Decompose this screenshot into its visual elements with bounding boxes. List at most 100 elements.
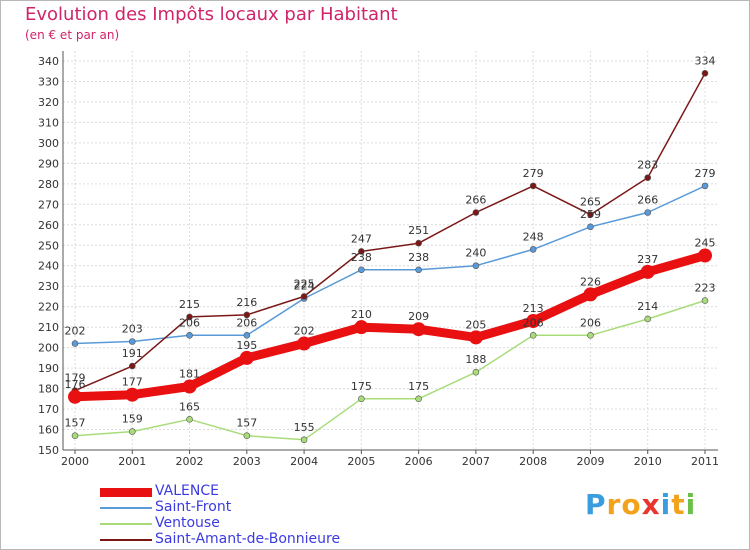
data-label: 206 (580, 316, 601, 329)
x-tick-label: 2010 (634, 455, 662, 468)
data-label: 238 (408, 251, 429, 264)
data-label: 157 (65, 417, 86, 430)
logo-letter: i (685, 488, 697, 521)
data-point (239, 350, 254, 365)
data-point (529, 246, 537, 253)
data-label: 206 (523, 316, 544, 329)
data-label: 165 (179, 400, 200, 413)
legend-swatch (100, 523, 152, 525)
data-label: 251 (408, 224, 429, 237)
data-point (587, 332, 594, 339)
y-tick-label: 160 (38, 424, 59, 437)
series-line-saint-front (74, 185, 706, 345)
data-label: 279 (695, 167, 716, 180)
y-tick-label: 330 (38, 75, 59, 88)
data-point (587, 223, 594, 231)
legend-label: VALENCE (155, 483, 219, 499)
x-tick-label: 2005 (347, 455, 375, 468)
data-point (186, 415, 193, 423)
y-tick-label: 180 (38, 383, 59, 396)
data-point (71, 432, 79, 439)
data-label: 202 (65, 325, 86, 338)
data-point (587, 211, 594, 218)
data-label: 266 (465, 194, 486, 207)
data-label: 206 (179, 316, 200, 329)
data-point (68, 389, 82, 404)
y-tick-label: 300 (38, 137, 59, 150)
data-point (644, 315, 652, 323)
legend-swatch (100, 507, 152, 509)
y-tick-label: 150 (38, 444, 59, 457)
data-label: 265 (580, 196, 601, 209)
data-label: 238 (351, 251, 372, 264)
data-point (186, 313, 193, 321)
series-line-saint-amant-de-bonnieure (74, 72, 706, 392)
data-label: 157 (236, 417, 257, 430)
data-label: 259 (580, 208, 601, 221)
data-label: 181 (179, 368, 200, 381)
data-point (358, 395, 365, 403)
y-tick-label: 260 (38, 219, 59, 232)
y-tick-label: 280 (38, 178, 59, 191)
data-label: 266 (637, 194, 658, 207)
y-tick-label: 200 (38, 342, 59, 355)
data-point (300, 436, 308, 444)
data-point (358, 266, 365, 274)
logo-letter: x (641, 488, 661, 521)
y-tick-label: 190 (38, 362, 59, 375)
logo-letter: r (606, 488, 622, 521)
data-label: 205 (465, 318, 486, 331)
data-point (644, 174, 652, 181)
data-label: 188 (465, 353, 486, 366)
data-label: 224 (294, 279, 315, 292)
data-label: 213 (523, 302, 544, 315)
y-tick-label: 240 (38, 260, 59, 273)
y-tick-label: 220 (38, 301, 59, 314)
data-point (243, 332, 251, 339)
data-label: 175 (351, 380, 372, 393)
y-tick-label: 340 (38, 55, 59, 68)
data-label: 223 (695, 282, 716, 295)
logo-letter: P (585, 488, 607, 521)
data-point (411, 322, 426, 337)
chart-subtitle: (en € et par an) (25, 28, 120, 42)
data-point (701, 182, 709, 190)
y-tick-label: 230 (38, 280, 59, 293)
y-tick-label: 210 (38, 321, 59, 334)
x-tick-label: 2000 (61, 455, 89, 468)
data-point (640, 264, 655, 279)
data-point (415, 395, 422, 403)
data-point (468, 330, 483, 345)
data-label: 179 (65, 372, 86, 385)
data-point (186, 332, 193, 339)
x-tick-label: 2011 (691, 455, 719, 468)
legend-label: Ventouse (155, 515, 220, 531)
data-point (529, 332, 537, 339)
legend-label: Saint-Amant-de-Bonnieure (155, 531, 341, 547)
x-tick-label: 2007 (462, 455, 490, 468)
data-label: 237 (637, 253, 658, 266)
data-label: 191 (122, 347, 143, 360)
x-tick-label: 2008 (519, 455, 547, 468)
data-label: 195 (236, 339, 257, 352)
data-point (415, 239, 422, 247)
data-label: 210 (351, 308, 372, 321)
data-label: 240 (465, 247, 486, 260)
data-point (297, 336, 312, 351)
data-point (583, 287, 598, 302)
x-tick-label: 2009 (576, 455, 604, 468)
data-point (125, 387, 140, 402)
logo-letter: i (660, 488, 672, 521)
x-tick-label: 2001 (118, 455, 146, 468)
data-point (243, 432, 251, 439)
x-tick-label: 2004 (290, 455, 318, 468)
data-point (472, 368, 480, 376)
logo-letter: o (621, 488, 642, 521)
chart-title: Evolution des Impôts locaux par Habitant (25, 4, 398, 25)
x-tick-label: 2003 (233, 455, 261, 468)
data-point (415, 266, 422, 274)
data-point (182, 379, 197, 394)
series-line-valence (70, 251, 710, 402)
data-label: 334 (695, 54, 716, 67)
